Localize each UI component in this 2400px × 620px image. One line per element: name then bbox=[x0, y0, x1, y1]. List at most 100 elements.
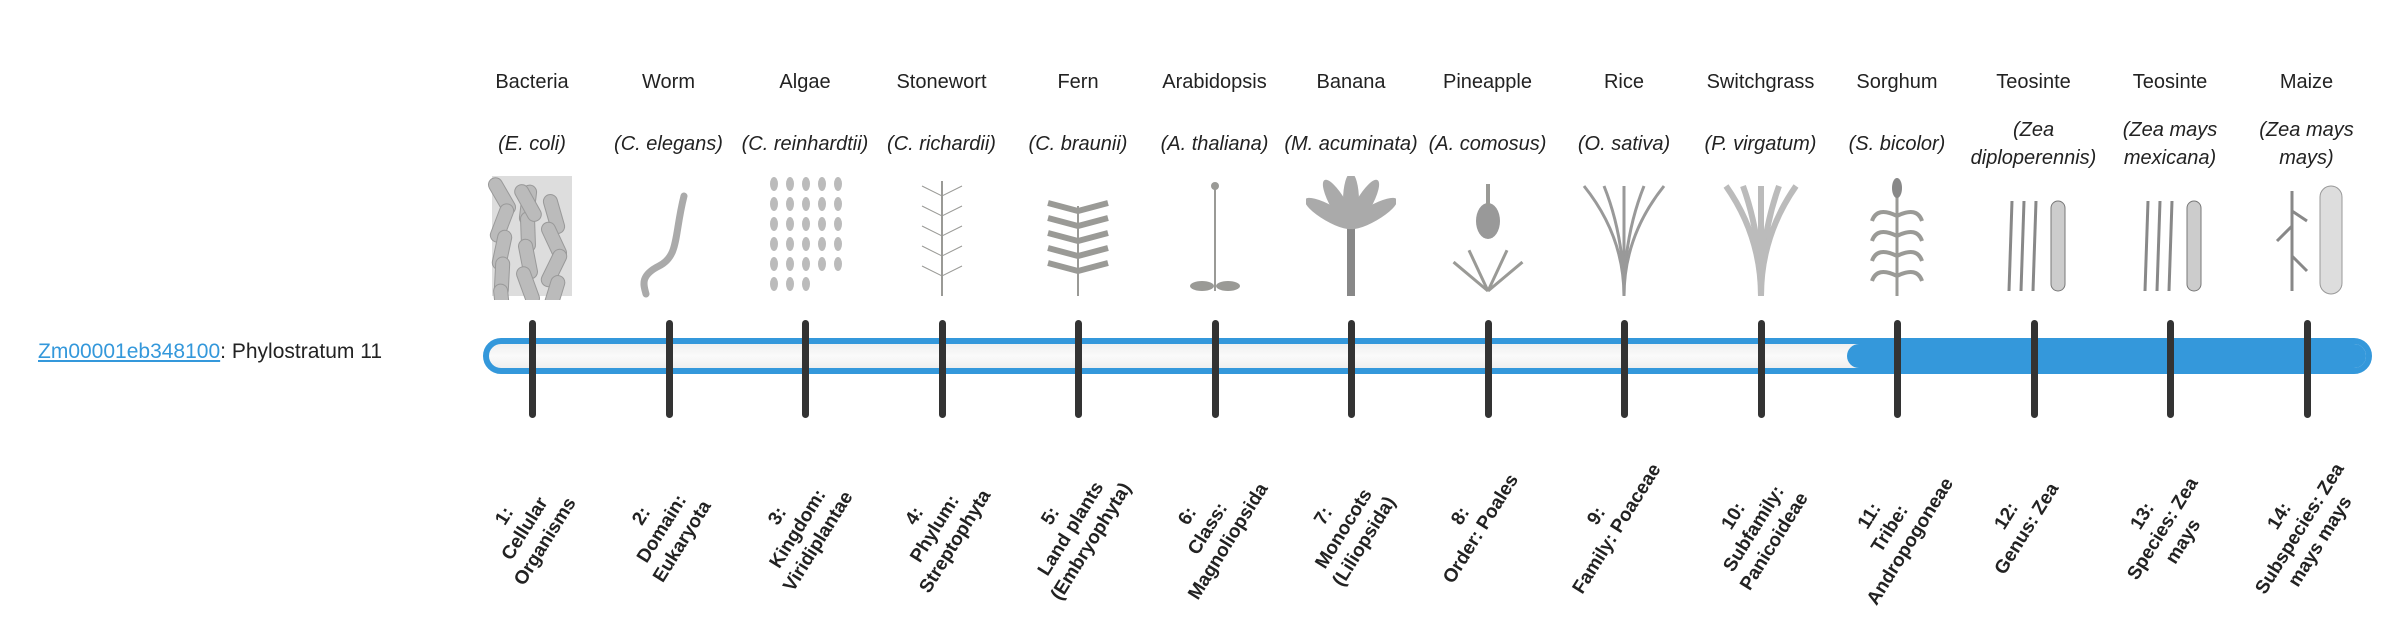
organism-scientific-name: (O. sativa) bbox=[1556, 104, 1692, 176]
scientific-name-text: (E. coli) bbox=[498, 133, 566, 155]
stratum-tick bbox=[1894, 320, 1901, 418]
organism-scientific-name: (E. coli) bbox=[464, 104, 600, 176]
organism-scientific-name: (A. comosus) bbox=[1420, 104, 1556, 176]
phylostratum-bar bbox=[483, 338, 2372, 374]
organism-scientific-name: (Zea mays mays) bbox=[2239, 104, 2375, 176]
organism-common-name: Sorghum bbox=[1856, 71, 1938, 93]
organism-column: Worm (C. elegans) bbox=[601, 60, 737, 304]
switchgrass-icon bbox=[1693, 176, 1829, 304]
sorghum-icon bbox=[1829, 176, 1965, 304]
organism-scientific-name: (C. braunii) bbox=[1010, 104, 1146, 176]
stratum-label: 3: Kingdom: Viridiplantae bbox=[723, 438, 874, 620]
organism-scientific-name: (S. bicolor) bbox=[1829, 104, 1965, 176]
organism-common-name: Rice bbox=[1603, 71, 1644, 93]
stratum-tick bbox=[1484, 320, 1492, 418]
stratum-tick bbox=[1621, 320, 1628, 418]
organism-column: Stonewort (C. richardii) bbox=[874, 60, 1010, 304]
scientific-name-text: (Zea diploperennis) bbox=[1970, 119, 2097, 169]
organism-common-name: Banana bbox=[1316, 71, 1386, 93]
worm-icon bbox=[601, 176, 737, 304]
organism-scientific-name: (Zea mays mexicana) bbox=[2102, 104, 2238, 176]
phylostratum-text: Phylostratum 11 bbox=[231, 340, 383, 363]
organism-column: Fern (C. braunii) bbox=[1010, 60, 1146, 304]
organism-column: Teosinte (Zea mays mexicana) bbox=[2102, 60, 2238, 304]
separator: : bbox=[220, 340, 226, 363]
organism-common-name: Pineapple bbox=[1443, 71, 1532, 93]
stratum-label: 14: Subspecies: Zea mays mays bbox=[2224, 438, 2375, 620]
stratum-label: 1: Cellular Organisms bbox=[450, 438, 601, 620]
scientific-name-text: (C. elegans) bbox=[614, 133, 723, 155]
stratum-label: 2: Domain: Eukaryota bbox=[586, 438, 737, 620]
phylostratum-fill bbox=[1846, 344, 2366, 368]
organism-column: Banana (M. acuminata) bbox=[1283, 60, 1419, 304]
organism-scientific-name: (C. elegans) bbox=[601, 104, 737, 176]
stratum-label: 8: Order: Poales bbox=[1405, 438, 1536, 608]
scientific-name-text: (S. bicolor) bbox=[1848, 133, 1946, 155]
algae-icon bbox=[737, 176, 873, 304]
stratum-label: 13: Species: Zea mays bbox=[2088, 438, 2239, 620]
banana-icon bbox=[1283, 176, 1419, 304]
stratum-tick bbox=[529, 320, 536, 418]
bacteria-icon bbox=[464, 176, 600, 304]
fern-icon bbox=[1010, 176, 1146, 304]
organism-common-name: Teosinte bbox=[2132, 71, 2208, 93]
arabidopsis-icon bbox=[1147, 176, 1283, 304]
organism-common-name: Switchgrass bbox=[1706, 71, 1815, 93]
stratum-tick bbox=[1075, 320, 1082, 418]
scientific-name-text: (C. richardii) bbox=[887, 133, 996, 155]
stratum-label: 4: Phylum: Streptophyta bbox=[859, 438, 1010, 620]
teosinte-icon bbox=[1966, 176, 2102, 304]
organism-scientific-name: (Zea diploperennis) bbox=[1966, 104, 2102, 176]
stratum-tick bbox=[802, 320, 809, 418]
organism-common-name: Arabidopsis bbox=[1162, 71, 1267, 93]
rice-icon bbox=[1556, 176, 1692, 304]
scientific-name-text: (P. virgatum) bbox=[1704, 133, 1817, 155]
stratum-label: 11: Tribe: Andropogoneae bbox=[1815, 438, 1966, 620]
organism-common-name: Teosinte bbox=[1996, 71, 2071, 93]
stratum-label: 10: Subfamily: Panicoideae bbox=[1678, 438, 1829, 620]
organism-column: Arabidopsis (A. thaliana) bbox=[1147, 60, 1283, 304]
gene-id-link[interactable]: Zm00001eb348100 bbox=[38, 340, 221, 363]
stratum-label: 7: Monocots (Liliopsida) bbox=[1269, 438, 1420, 620]
organism-scientific-name: (A. thaliana) bbox=[1147, 104, 1283, 176]
stratum-tick bbox=[665, 320, 673, 418]
organism-column: Pineapple (A. comosus) bbox=[1420, 60, 1556, 304]
organism-column: Algae (C. reinhardtii) bbox=[737, 60, 873, 304]
scientific-name-text: (Zea mays mexicana) bbox=[2122, 119, 2218, 169]
organism-column: Maize (Zea mays mays) bbox=[2239, 60, 2375, 304]
scientific-name-text: (A. thaliana) bbox=[1160, 133, 1269, 155]
organism-common-name: Bacteria bbox=[495, 71, 569, 93]
stratum-tick bbox=[1757, 320, 1765, 418]
organism-scientific-name: (M. acuminata) bbox=[1283, 104, 1419, 176]
stratum-label: 9: Family: Poaceae bbox=[1542, 438, 1673, 608]
stratum-tick bbox=[2167, 320, 2174, 418]
scientific-name-text: (Zea mays mays) bbox=[2259, 119, 2354, 169]
stratum-tick bbox=[2303, 320, 2311, 418]
organism-scientific-name: (C. reinhardtii) bbox=[737, 104, 873, 176]
organism-common-name: Stonewort bbox=[896, 71, 987, 93]
scientific-name-text: (O. sativa) bbox=[1577, 133, 1671, 155]
scientific-name-text: (C. reinhardtii) bbox=[741, 133, 869, 155]
organism-scientific-name: (C. richardii) bbox=[874, 104, 1010, 176]
organism-common-name: Fern bbox=[1057, 71, 1099, 93]
organism-column: Teosinte (Zea diploperennis) bbox=[1966, 60, 2102, 304]
teosinte-icon bbox=[2102, 176, 2238, 304]
scientific-name-text: (C. braunii) bbox=[1028, 133, 1128, 155]
organism-common-name: Worm bbox=[642, 71, 695, 93]
stratum-tick bbox=[938, 320, 946, 418]
stratum-label: 5: Land plants (Embryophyta) bbox=[996, 438, 1147, 620]
stratum-label: 6: Class: Magnoliopsida bbox=[1132, 438, 1283, 620]
organism-column: Bacteria (E. coli) bbox=[464, 60, 600, 304]
stratum-tick bbox=[2030, 320, 2038, 418]
organism-column: Switchgrass (P. virgatum) bbox=[1693, 60, 1829, 304]
scientific-name-text: (M. acuminata) bbox=[1284, 133, 1418, 155]
pineapple-icon bbox=[1420, 176, 1556, 304]
organism-common-name: Algae bbox=[779, 71, 831, 93]
stratum-tick bbox=[1211, 320, 1219, 418]
maize-icon bbox=[2239, 176, 2375, 304]
gene-phylostratum-label: Zm00001eb348100: Phylostratum 11 bbox=[38, 340, 382, 364]
scientific-name-text: (A. comosus) bbox=[1428, 133, 1547, 155]
stonewort-icon bbox=[874, 176, 1010, 304]
organism-column: Sorghum (S. bicolor) bbox=[1829, 60, 1965, 304]
stratum-tick bbox=[1348, 320, 1355, 418]
